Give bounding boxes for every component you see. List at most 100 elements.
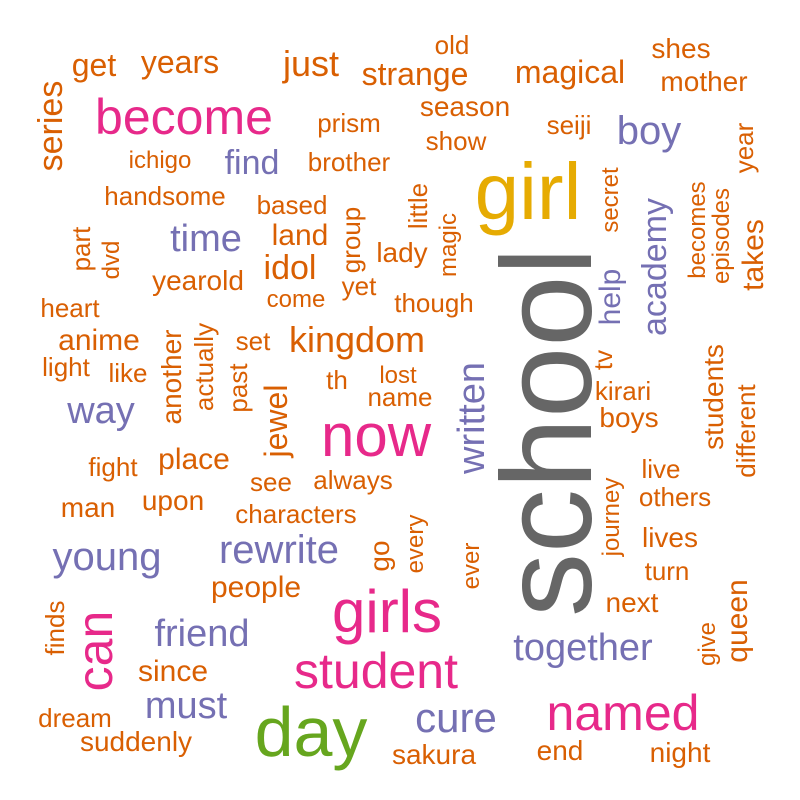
- word-heart: heart: [40, 293, 100, 323]
- word-girl: girl: [474, 147, 582, 236]
- word-seiji: seiji: [546, 110, 592, 140]
- word-now: now: [320, 402, 432, 469]
- word-anime: anime: [58, 324, 140, 357]
- word-boy: boy: [616, 109, 682, 153]
- word-sakura: sakura: [391, 739, 477, 770]
- word-ichigo: ichigo: [128, 147, 192, 174]
- word-day: day: [254, 693, 368, 771]
- word-queen: queen: [721, 579, 754, 663]
- word-way: way: [67, 390, 135, 432]
- word-prism: prism: [317, 108, 381, 138]
- word-year: year: [729, 122, 759, 174]
- word-tv: tv: [588, 349, 618, 371]
- word-cure: cure: [415, 694, 497, 741]
- word-student: student: [293, 643, 459, 699]
- word-strange: strange: [361, 56, 469, 92]
- word-come: come: [266, 286, 326, 313]
- word-end: end: [536, 735, 584, 766]
- word-set: set: [235, 326, 271, 356]
- word-always: always: [313, 465, 393, 495]
- word-just: just: [282, 43, 340, 84]
- word-others: others: [638, 482, 712, 512]
- word-series: series: [32, 80, 70, 172]
- word-characters: characters: [235, 499, 357, 529]
- word-since: since: [137, 655, 209, 688]
- word-turn: turn: [644, 556, 690, 586]
- word-secret: secret: [597, 167, 624, 233]
- word-name: name: [367, 382, 433, 412]
- word-become: become: [95, 89, 273, 145]
- word-magic: magic: [435, 212, 462, 278]
- word-students: students: [698, 344, 729, 450]
- word-actually: actually: [189, 322, 219, 412]
- word-becomes: becomes: [684, 181, 711, 279]
- word-fight: fight: [88, 452, 138, 482]
- word-must: must: [144, 685, 228, 727]
- word-yet: yet: [341, 271, 377, 301]
- word-finds: finds: [40, 600, 70, 656]
- word-though: though: [394, 288, 474, 318]
- word-jewel: jewel: [258, 384, 294, 458]
- word-handsome: handsome: [104, 181, 226, 211]
- word-named: named: [546, 685, 700, 741]
- word-dream: dream: [38, 703, 112, 733]
- word-shes: shes: [651, 33, 711, 64]
- word-friend: friend: [154, 613, 250, 655]
- word-get: get: [71, 47, 117, 83]
- word-episodes: episodes: [708, 187, 735, 285]
- word-go: go: [364, 540, 395, 572]
- word-show: show: [425, 126, 487, 156]
- word-another: another: [156, 329, 187, 425]
- word-land: land: [271, 219, 329, 252]
- word-group: group: [336, 206, 366, 274]
- word-old: old: [434, 30, 470, 60]
- word-written: written: [451, 362, 493, 474]
- word-rewrite: rewrite: [218, 528, 340, 572]
- word-man: man: [60, 492, 116, 523]
- word-kingdom: kingdom: [288, 319, 426, 360]
- word-girls: girls: [331, 578, 443, 645]
- word-mother: mother: [660, 66, 748, 97]
- word-time: time: [170, 218, 242, 260]
- word-takes: takes: [737, 219, 770, 291]
- word-yearold: yearold: [152, 265, 244, 296]
- word-th: th: [326, 365, 348, 395]
- word-every: every: [402, 514, 429, 574]
- word-upon: upon: [141, 485, 205, 516]
- word-part: part: [66, 226, 96, 272]
- word-night: night: [649, 737, 711, 768]
- word-together: together: [513, 627, 653, 669]
- word-help: help: [594, 268, 627, 326]
- word-like: like: [108, 358, 148, 388]
- word-lives: lives: [641, 522, 699, 553]
- word-give: give: [694, 621, 721, 667]
- word-live: live: [641, 454, 681, 484]
- word-little: little: [403, 182, 433, 230]
- word-young: young: [52, 535, 162, 579]
- word-place: place: [158, 443, 230, 476]
- word-past: past: [223, 363, 253, 413]
- word-light: light: [42, 352, 90, 382]
- word-brother: brother: [307, 147, 391, 177]
- word-years: years: [140, 44, 220, 80]
- word-ever: ever: [458, 542, 485, 590]
- word-next: next: [605, 587, 659, 618]
- word-idol: idol: [263, 249, 317, 287]
- word-people: people: [210, 571, 302, 604]
- word-magical: magical: [514, 54, 626, 90]
- word-boys: boys: [599, 402, 659, 433]
- word-find: find: [224, 144, 280, 182]
- word-season: season: [419, 91, 511, 122]
- word-kirari: kirari: [594, 376, 652, 406]
- word-lady: lady: [376, 237, 428, 268]
- word-school: school: [476, 247, 619, 617]
- word-see: see: [250, 467, 292, 497]
- word-dvd: dvd: [98, 240, 125, 280]
- word-can: can: [67, 610, 123, 692]
- word-journey: journey: [598, 477, 625, 557]
- word-lost: lost: [379, 362, 417, 389]
- word-suddenly: suddenly: [79, 726, 193, 757]
- word-academy: academy: [636, 198, 674, 336]
- word-based: based: [256, 190, 328, 220]
